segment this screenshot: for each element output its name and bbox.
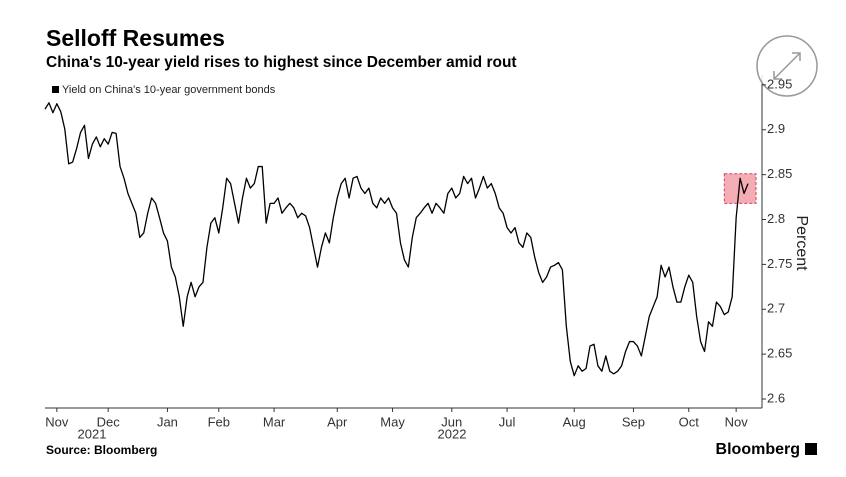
legend-swatch [52,86,59,93]
y-tick-label: 2.95 [767,76,792,91]
x-tick-label: Nov [725,414,749,429]
x-tick-label: Sep [622,414,645,429]
x-tick-label: Mar [263,414,286,429]
year-label: 2022 [438,426,467,441]
y-tick-label: 2.85 [767,166,792,181]
x-tick-label: Feb [208,414,230,429]
x-tick-label: Jun [441,414,462,429]
line-series [44,102,749,377]
x-tick-label: Nov [45,414,69,429]
chart-title: Selloff Resumes [46,25,225,51]
y-tick-label: 2.8 [767,211,785,226]
source: Source: Bloomberg [46,443,157,457]
x-tick-label: Aug [563,414,586,429]
x-tick-label: Jan [157,414,178,429]
y-tick-label: 2.7 [767,301,785,316]
y-tick-label: 2.75 [767,256,792,271]
x-tick-label: Dec [97,414,121,429]
brand-icon [805,443,817,455]
x-tick-label: Jul [499,414,516,429]
x-tick-label: Oct [679,414,700,429]
legend-label: Yield on China's 10-year government bond… [62,84,276,96]
y-tick-label: 2.9 [767,121,785,136]
y-tick-label: 2.65 [767,346,792,361]
year-label: 2021 [78,426,107,441]
chart-subtitle: China's 10-year yield rises to highest s… [46,54,517,71]
legend-box [46,80,304,100]
expand-icon [773,52,801,80]
y-axis-label: Percent [793,215,810,271]
y-tick-label: 2.6 [767,390,785,405]
x-tick-label: May [380,414,405,429]
x-tick-label: Apr [327,414,348,429]
brand: Bloomberg [716,441,800,458]
